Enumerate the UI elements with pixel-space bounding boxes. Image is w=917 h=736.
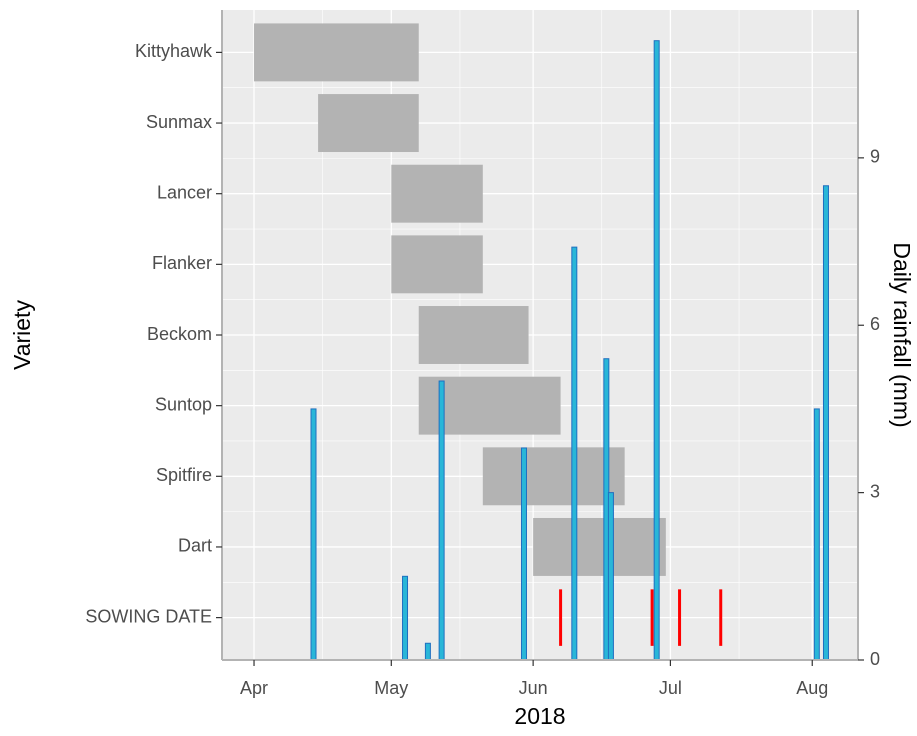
window-bar [533, 517, 666, 576]
rain-bar [310, 408, 317, 661]
rain-bar [438, 380, 445, 661]
x-tick-label: Apr [240, 678, 268, 698]
rain-bar [424, 642, 431, 661]
x-axis-title: 2018 [514, 703, 565, 729]
y-tick-label: Spitfire [156, 465, 212, 485]
x-tick-label: Jun [519, 678, 548, 698]
window-bar [391, 235, 483, 294]
y-tick-label: SOWING DATE [85, 606, 212, 626]
x-tick-label: Jul [659, 678, 682, 698]
y-tick-label: Kittyhawk [135, 41, 213, 61]
rain-bar [653, 40, 660, 661]
y-tick-label: Suntop [155, 394, 212, 414]
y2-axis-title: Daily rainfall (mm) [889, 242, 915, 427]
y2-tick-label: 6 [870, 314, 880, 334]
rain-bar [813, 408, 820, 661]
window-bar [482, 447, 625, 506]
y-tick-label: Lancer [157, 182, 212, 202]
rain-bar [571, 246, 578, 661]
rain-bar [607, 492, 614, 661]
y2-tick-label: 9 [870, 147, 880, 167]
window-bar [318, 94, 419, 153]
y-tick-label: Sunmax [146, 112, 212, 132]
y-tick-label: Dart [178, 536, 212, 556]
window-bar [254, 23, 419, 82]
y2-tick-label: 3 [870, 481, 880, 501]
rain-bar [520, 447, 527, 661]
window-bar [418, 306, 529, 364]
rain-bar [822, 185, 829, 661]
window-bar [391, 164, 483, 223]
x-tick-label: May [374, 678, 408, 698]
x-tick-label: Aug [796, 678, 828, 698]
y-tick-label: Flanker [152, 253, 212, 273]
y-tick-label: Beckom [147, 324, 212, 344]
y-axis-title: Variety [9, 300, 35, 370]
rain-bar [402, 575, 409, 661]
y2-tick-label: 0 [870, 649, 880, 669]
